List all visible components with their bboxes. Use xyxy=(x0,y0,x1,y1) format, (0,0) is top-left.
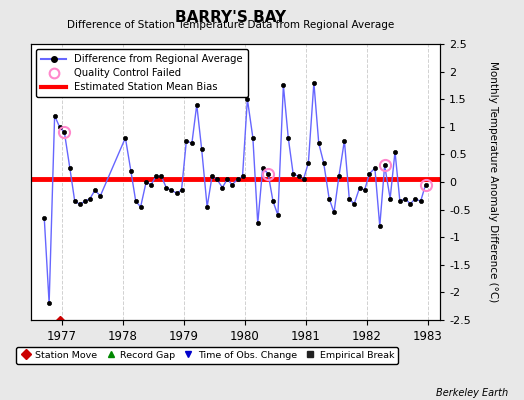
Text: Difference of Station Temperature Data from Regional Average: Difference of Station Temperature Data f… xyxy=(67,20,394,30)
Text: Berkeley Earth: Berkeley Earth xyxy=(436,388,508,398)
Y-axis label: Monthly Temperature Anomaly Difference (°C): Monthly Temperature Anomaly Difference (… xyxy=(488,61,498,303)
Legend: Station Move, Record Gap, Time of Obs. Change, Empirical Break: Station Move, Record Gap, Time of Obs. C… xyxy=(16,347,398,364)
Text: BARRY'S BAY: BARRY'S BAY xyxy=(175,10,286,25)
